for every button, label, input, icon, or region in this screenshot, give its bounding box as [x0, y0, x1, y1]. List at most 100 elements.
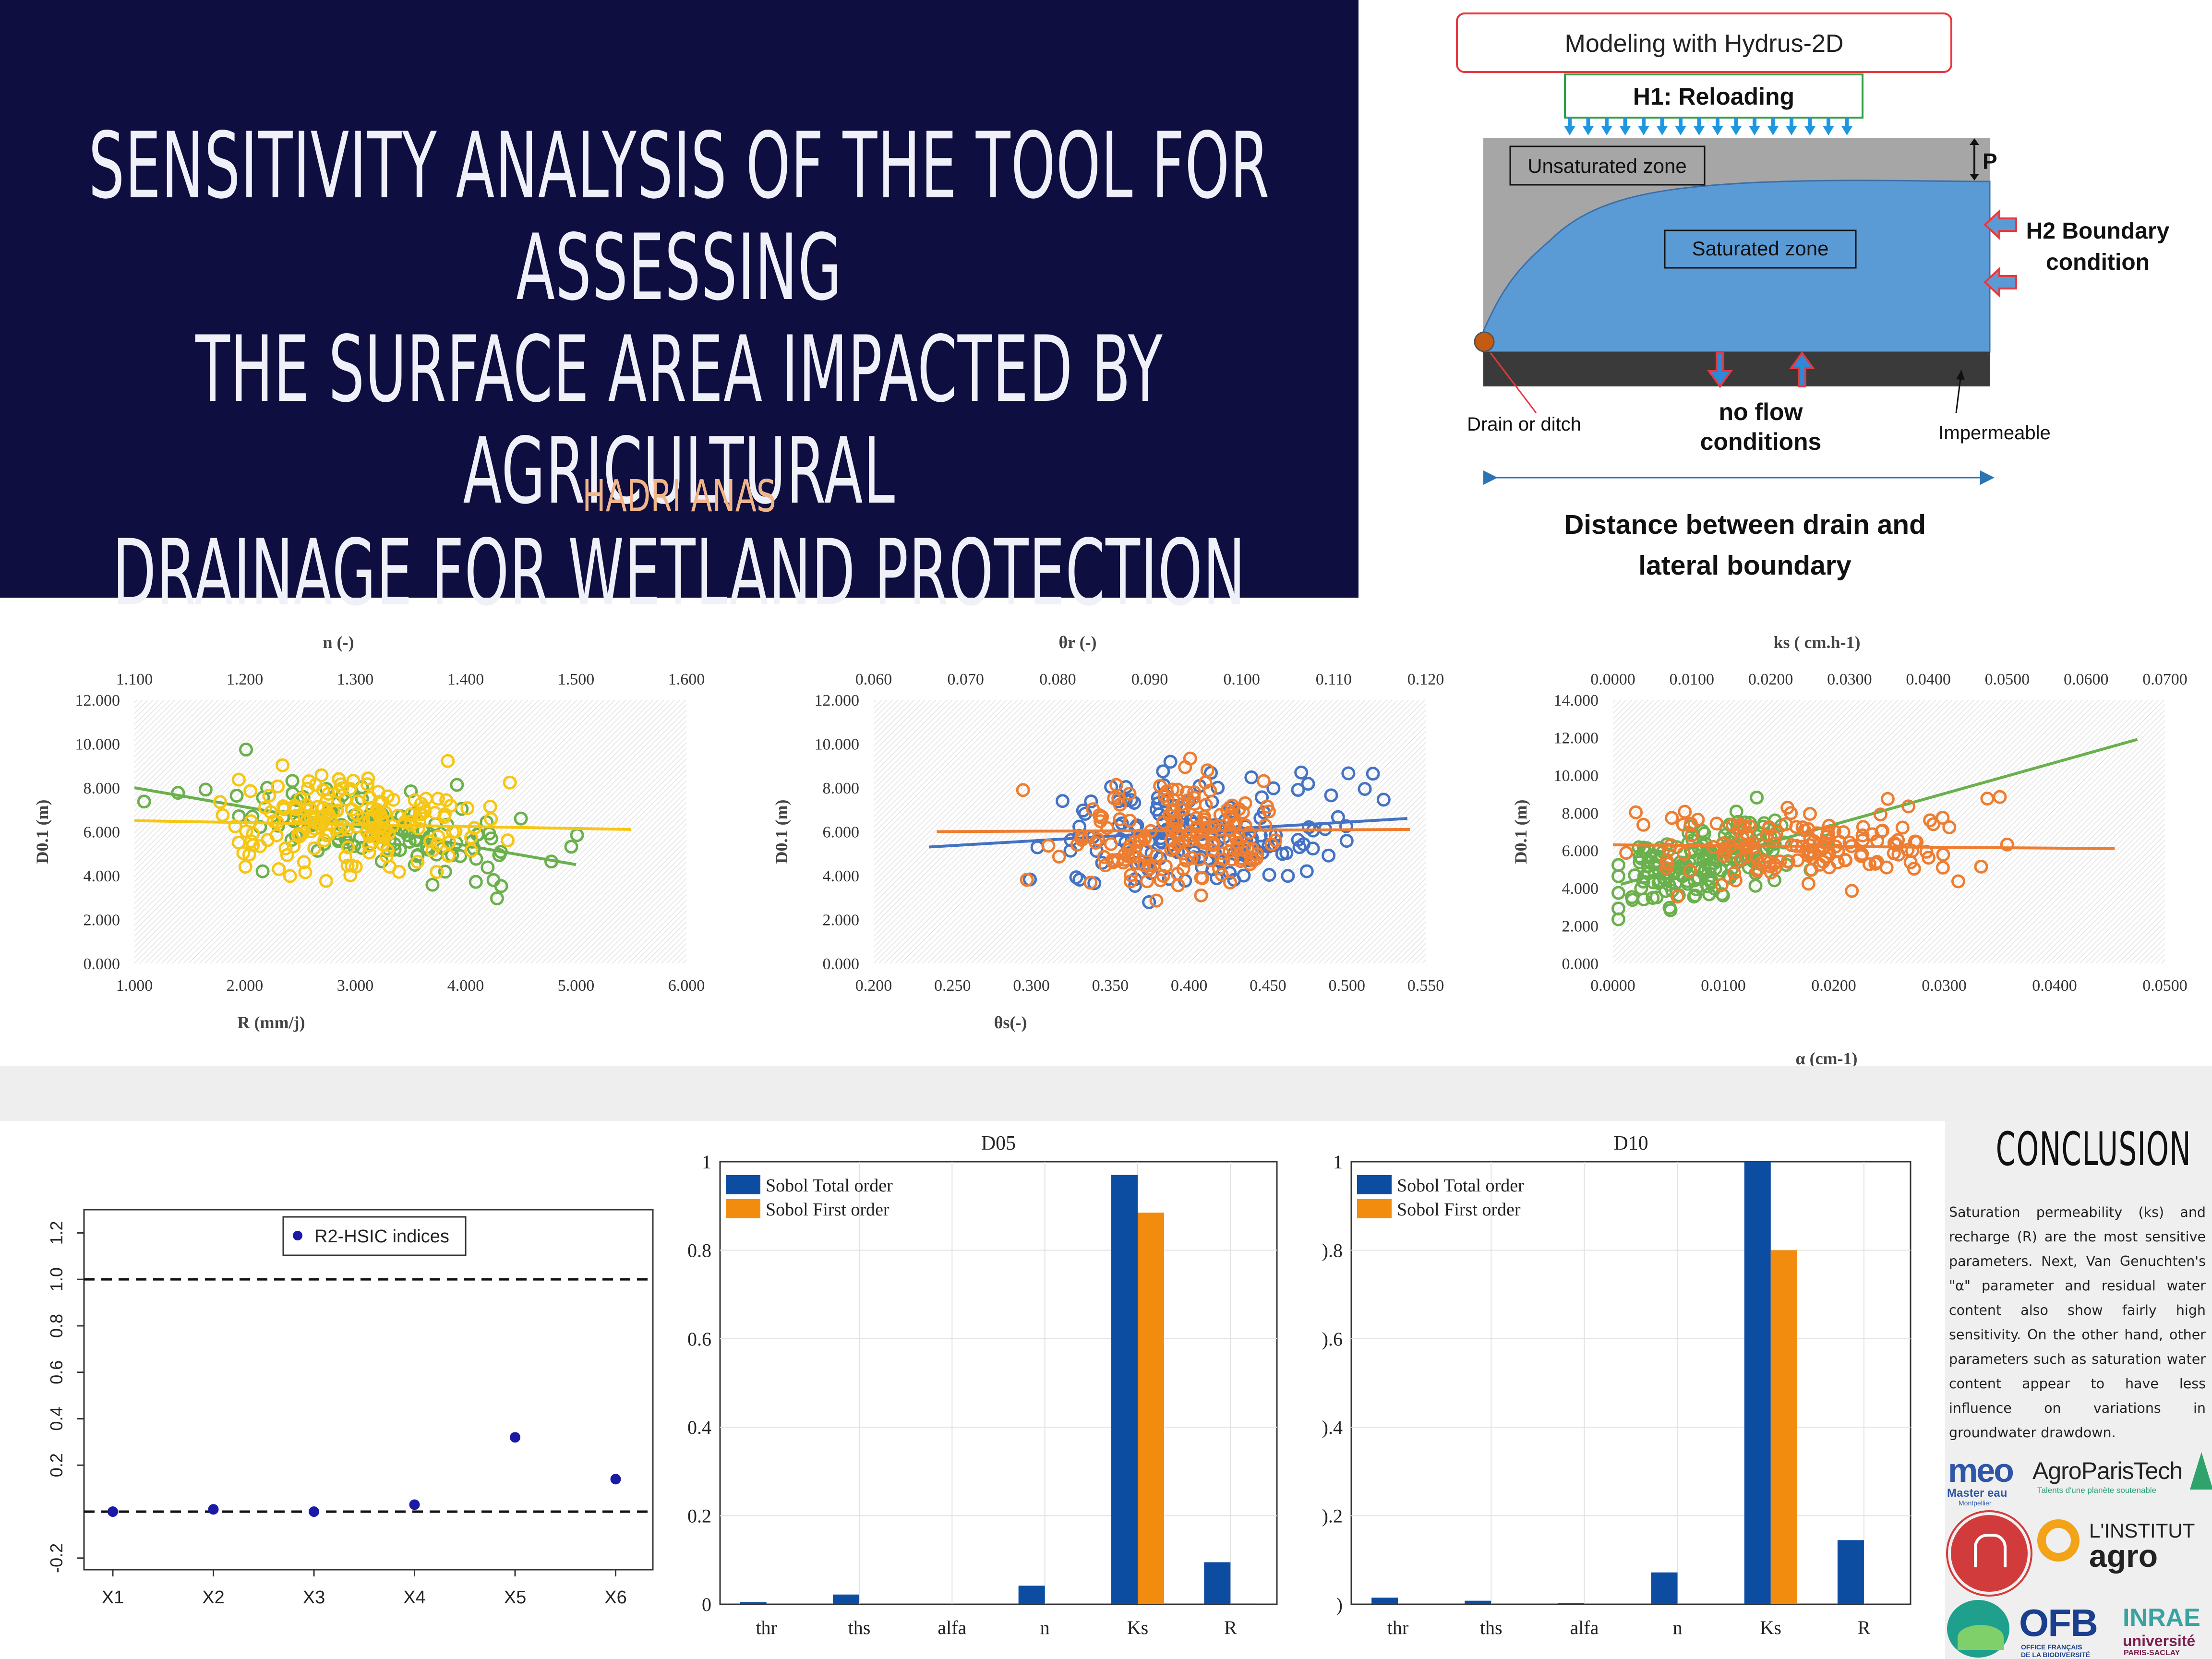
recharge-arrow-head — [1749, 126, 1760, 135]
data-point — [1619, 846, 1634, 860]
top-tick-label: 0.060 — [855, 671, 892, 688]
data-point — [272, 862, 286, 877]
bar-sobol-total-order — [1204, 1562, 1231, 1604]
data-point — [1123, 874, 1138, 889]
trend-line — [1612, 843, 2115, 850]
data-point — [1780, 801, 1795, 815]
x-tick-label: thr — [756, 1617, 777, 1638]
data-point — [1167, 841, 1182, 855]
recharge-arrow-head — [1767, 126, 1779, 135]
x-tick-label: X6 — [604, 1587, 626, 1608]
x-tick-label: R — [1858, 1617, 1871, 1638]
data-point — [347, 839, 361, 853]
seal-arch-icon — [1974, 1534, 2007, 1567]
data-point — [1016, 783, 1030, 797]
data-point — [317, 833, 332, 848]
data-point — [1106, 853, 1120, 867]
recharge-arrow-shaft — [1827, 118, 1830, 128]
data-point — [564, 840, 578, 854]
data-point — [1936, 860, 1950, 875]
bottom-tick-label: 0.250 — [934, 977, 971, 995]
data-point — [1923, 813, 1937, 828]
data-point — [350, 807, 364, 821]
data-point — [460, 801, 475, 816]
data-point — [1701, 879, 1715, 894]
data-point — [1188, 797, 1202, 811]
data-point — [243, 784, 258, 798]
data-point — [481, 860, 495, 875]
data-point — [1179, 854, 1193, 868]
data-point — [1262, 804, 1276, 818]
bar-sobol-first-order — [1138, 1213, 1164, 1604]
recharge-arrow-head — [1786, 126, 1797, 135]
trend-line — [937, 828, 1410, 833]
data-point — [1818, 850, 1833, 864]
recharge-arrow-shaft — [1605, 118, 1609, 128]
data-point — [1678, 805, 1692, 819]
x-tick-label: R — [1224, 1617, 1237, 1638]
data-point — [275, 758, 289, 772]
data-point — [1746, 836, 1761, 850]
data-point — [278, 841, 293, 855]
top-tick-label: 0.0700 — [2142, 671, 2188, 688]
data-point — [410, 848, 425, 862]
conclusion-title: CONCLUSION — [1996, 1122, 2191, 1176]
scatter-chart-n-r: 0.000 2.000 4.000 6.000 8.000 10.000 12.000 1.1… — [33, 633, 705, 1032]
data-point — [1636, 841, 1651, 855]
data-point — [1113, 797, 1127, 812]
data-point — [1268, 833, 1283, 848]
bottom-tick-label: 0.450 — [1250, 977, 1286, 995]
data-point — [1178, 760, 1192, 774]
bar-sobol-total-order — [1558, 1603, 1585, 1604]
chart-title: D05 — [981, 1132, 1016, 1154]
data-point — [1083, 876, 1098, 890]
data-point — [228, 819, 242, 833]
data-point — [1170, 866, 1185, 881]
recharge-arrow-head — [1804, 126, 1816, 135]
y-tick-label: 0.4 — [47, 1407, 66, 1431]
data-point — [1194, 888, 1208, 902]
y-tick-label: 2.000 — [823, 912, 860, 929]
sobol-d10-chart: )).2).4).6).8 1 thr ths alfa n Ks R D10 Sobol Tot… — [1322, 1132, 1911, 1638]
data-point — [1757, 854, 1772, 868]
bottom-tick-label: 5.000 — [558, 977, 595, 995]
distance-label-2: lateral boundary — [1638, 550, 1851, 581]
data-point — [1936, 847, 1950, 862]
noflow-arrow-down — [1707, 352, 1733, 388]
data-point — [1692, 841, 1706, 855]
data-point — [1760, 829, 1774, 843]
bar-sobol-first-order — [1230, 1603, 1257, 1604]
noflow-label-1: no flow — [1719, 398, 1803, 425]
top-tick-label: 0.070 — [947, 671, 984, 688]
legend-label: R2-HSIC indices — [314, 1226, 449, 1247]
data-point — [365, 821, 379, 835]
data-point — [1143, 861, 1157, 875]
data-point — [1611, 902, 1625, 916]
data-point — [277, 802, 291, 817]
y-tick-label: 1.2 — [47, 1221, 66, 1245]
drain-icon — [1474, 331, 1495, 352]
data-point — [1632, 840, 1646, 854]
y-tick-label: 0.8 — [687, 1239, 711, 1261]
data-point — [1301, 777, 1315, 791]
data-point — [1155, 835, 1169, 850]
y-tick-label: 0.000 — [1562, 955, 1599, 973]
y-tick-label: 10.000 — [75, 736, 120, 754]
data-point — [1870, 855, 1884, 869]
recharge-arrow-head — [1675, 126, 1686, 135]
data-point — [464, 830, 479, 845]
data-point — [1662, 901, 1677, 915]
top-tick-label: 0.0000 — [1590, 671, 1635, 688]
y-tick-label: 4.000 — [1562, 880, 1599, 898]
y-tick-label: 6.000 — [84, 824, 120, 842]
plot-frame — [1350, 1161, 1911, 1605]
series-1-points — [1619, 790, 2014, 904]
bottom-tick-label: 3.000 — [337, 977, 374, 995]
y-tick-label: 0.4 — [687, 1417, 711, 1438]
data-point — [351, 794, 365, 809]
data-point — [410, 854, 425, 869]
bottom-tick-label: 0.0200 — [1811, 977, 1856, 995]
bottom-tick-label: 0.0100 — [1701, 977, 1746, 995]
data-point — [1845, 884, 1859, 898]
data-point — [280, 848, 294, 862]
